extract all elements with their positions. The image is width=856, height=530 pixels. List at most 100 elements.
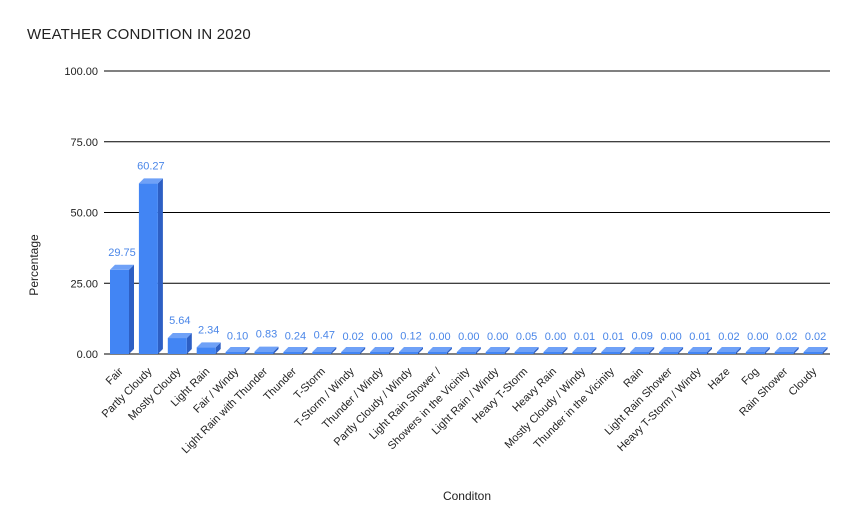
bar-top [688, 347, 712, 352]
bar-top [572, 347, 597, 352]
data-label: 0.01 [689, 331, 710, 343]
x-tick-label: Fair [104, 365, 126, 387]
bar-top [110, 264, 134, 270]
data-label: 0.00 [545, 331, 566, 343]
bar-top [456, 347, 481, 352]
bar-front [283, 352, 303, 354]
data-label: 0.00 [429, 331, 450, 343]
bars [110, 178, 828, 354]
bar [312, 347, 337, 354]
bar-front [514, 352, 534, 354]
bar-front [803, 352, 823, 354]
bar [514, 347, 539, 354]
bar-side [389, 347, 395, 354]
bar [399, 347, 423, 354]
bar-front [427, 352, 447, 354]
bar-side [793, 347, 799, 354]
y-tick-label: 0.00 [77, 349, 98, 361]
bar [688, 347, 712, 354]
data-label: 0.00 [660, 331, 681, 343]
bar-side [591, 347, 597, 354]
bar [601, 347, 626, 354]
data-label: 0.02 [342, 331, 363, 343]
bar-front [196, 347, 216, 354]
data-label: 60.27 [137, 160, 165, 172]
bar-front [456, 352, 476, 354]
bar [745, 347, 770, 354]
bar [225, 347, 250, 354]
bar-side [764, 347, 770, 354]
data-label: 0.09 [631, 331, 652, 343]
bar-side [649, 347, 655, 354]
bar [370, 347, 395, 354]
bar-top [283, 347, 308, 352]
bar-front [254, 351, 274, 354]
bar-side [331, 347, 337, 354]
bar-front [167, 338, 187, 354]
bar [716, 347, 741, 354]
bar-top [370, 347, 395, 352]
bar-front [745, 352, 765, 354]
bar-top [427, 347, 452, 352]
bar-front [110, 269, 129, 354]
bar [427, 347, 452, 354]
bar-side [244, 347, 250, 354]
bar-top [659, 347, 684, 352]
data-label: 0.00 [487, 331, 508, 343]
bar-side [562, 347, 568, 354]
bar-side [129, 264, 134, 354]
data-label: 0.00 [747, 331, 768, 343]
bar-side [215, 342, 221, 354]
data-label: 0.02 [776, 331, 797, 343]
bar [254, 346, 279, 354]
bar-top [543, 347, 568, 352]
bar-front [630, 352, 650, 354]
data-label: 0.00 [458, 331, 479, 343]
bar-top [485, 347, 510, 352]
data-label: 5.64 [169, 315, 190, 327]
bar-top [341, 347, 366, 352]
bar-side [620, 347, 626, 354]
bar-top [745, 347, 770, 352]
bar-side [418, 347, 423, 354]
data-label: 0.10 [227, 331, 248, 343]
x-axis-title: Conditon [443, 489, 491, 503]
data-label: 0.83 [256, 329, 277, 341]
data-label: 0.02 [805, 331, 826, 343]
bar [774, 347, 799, 354]
bar-front [543, 352, 563, 354]
bar [630, 347, 655, 354]
bar-front [341, 352, 361, 354]
x-tick-label: Rain [621, 366, 645, 390]
y-tick-label: 75.00 [70, 137, 98, 149]
bar-top [225, 347, 250, 352]
data-label: 0.01 [603, 331, 624, 343]
bar-front [138, 183, 158, 354]
data-label: 0.12 [400, 331, 421, 343]
bar-top [167, 333, 192, 339]
bar [283, 347, 308, 354]
data-label: 0.47 [314, 330, 335, 342]
x-tick-label: Haze [706, 366, 733, 393]
x-tick-label: Fog [740, 366, 762, 388]
bar [572, 347, 597, 354]
bar-front [225, 352, 245, 354]
bar [341, 347, 366, 354]
gridlines [104, 70, 830, 355]
bar [543, 347, 568, 354]
bar [110, 264, 134, 354]
data-label: 0.24 [285, 330, 306, 342]
bar-front [399, 352, 418, 354]
x-tick-label: Thunder [262, 365, 300, 403]
bar [659, 347, 684, 354]
y-axis-title: Percentage [27, 234, 41, 296]
bar-front [659, 352, 679, 354]
bar-side [678, 347, 684, 354]
bar-top [312, 347, 337, 352]
data-label: 0.05 [516, 331, 537, 343]
bar-top [399, 347, 423, 352]
bar-side [360, 347, 366, 354]
bar-top [630, 347, 655, 352]
bar-front [312, 352, 332, 354]
